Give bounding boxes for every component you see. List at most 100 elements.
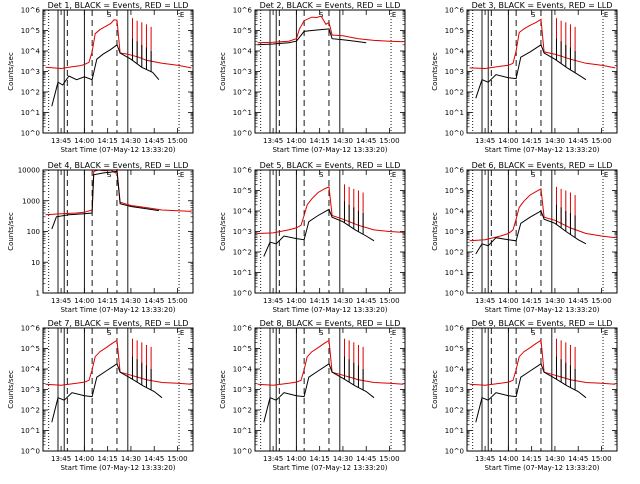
y-tick-label: 1 (36, 290, 40, 298)
panel-det-7: Det 7, BLACK = Events, RED = LLD Counts/s… (7, 319, 194, 472)
x-tick-label: 14:00 (74, 297, 94, 305)
y-tick-label: 10^4 (233, 366, 253, 374)
x-tick-label: 14:45 (144, 297, 164, 305)
plot-frame (254, 327, 406, 452)
y-tick-label: 10^6 (445, 167, 465, 175)
x-tick-label: 15:00 (591, 297, 611, 305)
marker-label: E (180, 329, 184, 337)
y-tick-label: 10^5 (233, 187, 252, 195)
x-axis-label: Start Time (07-May-12 13:33:20) (272, 306, 387, 314)
y-tick-label: 10^2 (21, 89, 40, 97)
y-tick-label: 10^6 (233, 325, 253, 333)
y-axis-label: Counts/sec (431, 52, 439, 91)
x-tick-label: 14:15 (522, 455, 542, 463)
x-tick-label: 14:30 (333, 455, 353, 463)
y-tick-label: 10^2 (233, 407, 252, 415)
x-tick-label: 14:30 (545, 137, 565, 145)
plot-frame (254, 169, 406, 294)
y-tick-label: 100 (27, 228, 40, 236)
y-axis-label: Counts/sec (431, 212, 439, 251)
panel-det-6: Det 6, BLACK = Events, RED = LLD Counts/s… (431, 161, 618, 314)
plot-frame (466, 169, 618, 294)
x-tick-label: 14:00 (74, 455, 94, 463)
x-tick-label: 14:15 (98, 137, 118, 145)
x-tick-label: 15:00 (167, 137, 187, 145)
panel-title: Det 8, BLACK = Events, RED = LLD (260, 319, 401, 328)
y-tick-label: 10^3 (21, 386, 40, 394)
y-tick-label: 10^5 (445, 345, 464, 353)
x-tick-label: 13:45 (263, 297, 283, 305)
x-tick-label: 14:00 (286, 455, 306, 463)
y-axis-label: Counts/sec (7, 212, 15, 251)
marker-label: E (392, 11, 396, 19)
y-tick-label: 10^4 (445, 208, 465, 216)
x-tick-label: 14:15 (522, 137, 542, 145)
y-tick-label: 10^0 (445, 290, 464, 298)
y-tick-label: 10^6 (21, 7, 41, 15)
plot-frame (42, 327, 194, 452)
y-tick-label: 10^5 (233, 345, 252, 353)
y-tick-label: 10^3 (21, 68, 40, 76)
x-tick-label: 14:45 (568, 137, 588, 145)
marker-label: S (107, 11, 112, 19)
y-tick-label: 10^2 (233, 89, 252, 97)
x-tick-label: 15:00 (167, 455, 187, 463)
marker-label: E (604, 329, 608, 337)
y-tick-label: 10^5 (21, 345, 40, 353)
panel-title: Det 9, BLACK = Events, RED = LLD (472, 319, 613, 328)
y-tick-label: 10^5 (445, 187, 464, 195)
y-tick-label: 10^4 (445, 48, 465, 56)
x-axis-label: Start Time (07-May-12 13:33:20) (272, 464, 387, 472)
y-axis-label: Counts/sec (219, 52, 227, 91)
x-tick-label: 14:30 (333, 137, 353, 145)
y-tick-label: 10^1 (445, 427, 464, 435)
lld-series-line (257, 15, 404, 44)
x-tick-label: 14:30 (121, 297, 141, 305)
events-series-line (475, 363, 587, 423)
events-series-line (51, 170, 159, 230)
plot-frame (466, 327, 618, 452)
x-tick-label: 13:45 (51, 455, 71, 463)
x-tick-label: 14:00 (498, 455, 518, 463)
x-tick-label: 14:00 (498, 137, 518, 145)
marker-label: S (319, 171, 324, 179)
events-series-line (257, 28, 367, 46)
panel-title: Det 2, BLACK = Events, RED = LLD (260, 1, 401, 10)
y-tick-label: 10^2 (445, 249, 464, 257)
y-tick-label: 10^1 (21, 427, 40, 435)
x-axis-label: Start Time (07-May-12 13:33:20) (484, 464, 599, 472)
events-series-line (51, 363, 163, 423)
x-tick-label: 15:00 (379, 137, 399, 145)
x-tick-label: 14:30 (333, 297, 353, 305)
x-tick-label: 14:30 (121, 455, 141, 463)
y-tick-label: 10^0 (21, 448, 40, 456)
y-axis-label: Counts/sec (219, 370, 227, 409)
x-tick-label: 13:45 (51, 297, 71, 305)
marker-label: S (107, 329, 112, 337)
panel-det-3: Det 3, BLACK = Events, RED = LLD Counts/s… (431, 1, 618, 154)
panel-title: Det 4, BLACK = Events, RED = LLD (48, 161, 189, 170)
y-tick-label: 10^2 (233, 249, 252, 257)
x-tick-label: 15:00 (379, 297, 399, 305)
marker-label: E (392, 329, 396, 337)
y-tick-label: 10^6 (233, 7, 253, 15)
y-tick-label: 10^1 (445, 269, 464, 277)
marker-label: S (531, 11, 536, 19)
y-tick-label: 10^2 (445, 89, 464, 97)
x-tick-label: 15:00 (379, 455, 399, 463)
x-tick-label: 14:15 (310, 297, 330, 305)
x-tick-label: 14:00 (286, 297, 306, 305)
marker-label: S (531, 171, 536, 179)
plot-frame (42, 169, 194, 294)
y-tick-label: 10^0 (233, 290, 252, 298)
x-axis-label: Start Time (07-May-12 13:33:20) (60, 146, 175, 154)
x-tick-label: 15:00 (591, 137, 611, 145)
x-tick-label: 14:30 (545, 297, 565, 305)
y-tick-label: 10^4 (233, 208, 253, 216)
y-axis-label: Counts/sec (7, 370, 15, 409)
x-tick-label: 14:15 (522, 297, 542, 305)
y-tick-label: 10^0 (233, 130, 252, 138)
x-axis-label: Start Time (07-May-12 13:33:20) (484, 306, 599, 314)
